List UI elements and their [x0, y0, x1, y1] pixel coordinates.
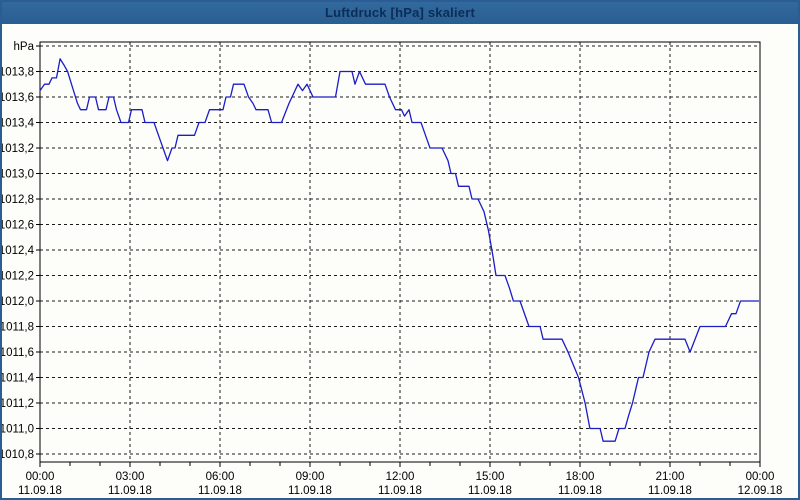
y-axis-unit-label: hPa [14, 41, 35, 53]
y-tick-label: 1012,8 [2, 194, 34, 206]
y-tick-label: 1011,2 [2, 398, 34, 410]
x-tick-date-label: 11.09.18 [108, 485, 152, 497]
x-tick-time-label: 09:00 [296, 471, 325, 483]
x-tick-time-label: 21:00 [656, 471, 685, 483]
x-tick-date-label: 11.09.18 [198, 485, 242, 497]
x-tick-time-label: 00:00 [746, 471, 775, 483]
y-tick-label: 1012,4 [2, 245, 35, 257]
pressure-chart: hPa 1013,8 1013,6 1013,4 1013,2 1013,0 1012,8 1… [2, 24, 798, 498]
x-tick-time-label: 06:00 [206, 471, 235, 483]
plot-border [39, 41, 761, 463]
y-tick-label: 1013,6 [2, 92, 34, 104]
y-tick-label: 1012,6 [2, 220, 34, 232]
window-titlebar[interactable]: Luftdruck [hPa] skaliert [2, 2, 798, 24]
x-tick-date-label: 11.09.18 [468, 485, 512, 497]
x-tick-date-label: 11.09.18 [648, 485, 692, 497]
x-tick-time-label: 03:00 [116, 471, 145, 483]
y-tick-label: 1011,6 [2, 347, 34, 359]
x-tick-date-label: 11.09.18 [288, 485, 332, 497]
y-tick-label: 1013,4 [2, 118, 35, 130]
y-tick-label: 1012,0 [2, 296, 34, 308]
y-tick-label: 1011,4 [2, 373, 35, 385]
x-tick-date-label: 12.09.18 [738, 485, 783, 497]
x-tick-date-label: 11.09.18 [558, 485, 602, 497]
y-tick-label: 1011,0 [2, 424, 34, 436]
series-line [39, 58, 760, 442]
x-tick-time-label: 00:00 [26, 471, 55, 483]
y-tick-label: 1012,2 [2, 271, 34, 283]
x-tick-date-label: 11.09.18 [378, 485, 422, 497]
x-tick-date-label: 11.09.18 [18, 485, 62, 497]
y-tick-label: 1013,8 [2, 67, 34, 79]
y-tick-label: 1013,0 [2, 169, 34, 181]
x-tick-time-label: 15:00 [476, 471, 505, 483]
y-tick-label: 1010,8 [2, 449, 34, 461]
y-tick-label: 1011,8 [2, 322, 34, 334]
y-tick-label: 1013,2 [2, 143, 34, 155]
x-tick-time-label: 12:00 [386, 471, 415, 483]
x-tick-time-label: 18:00 [566, 471, 595, 483]
